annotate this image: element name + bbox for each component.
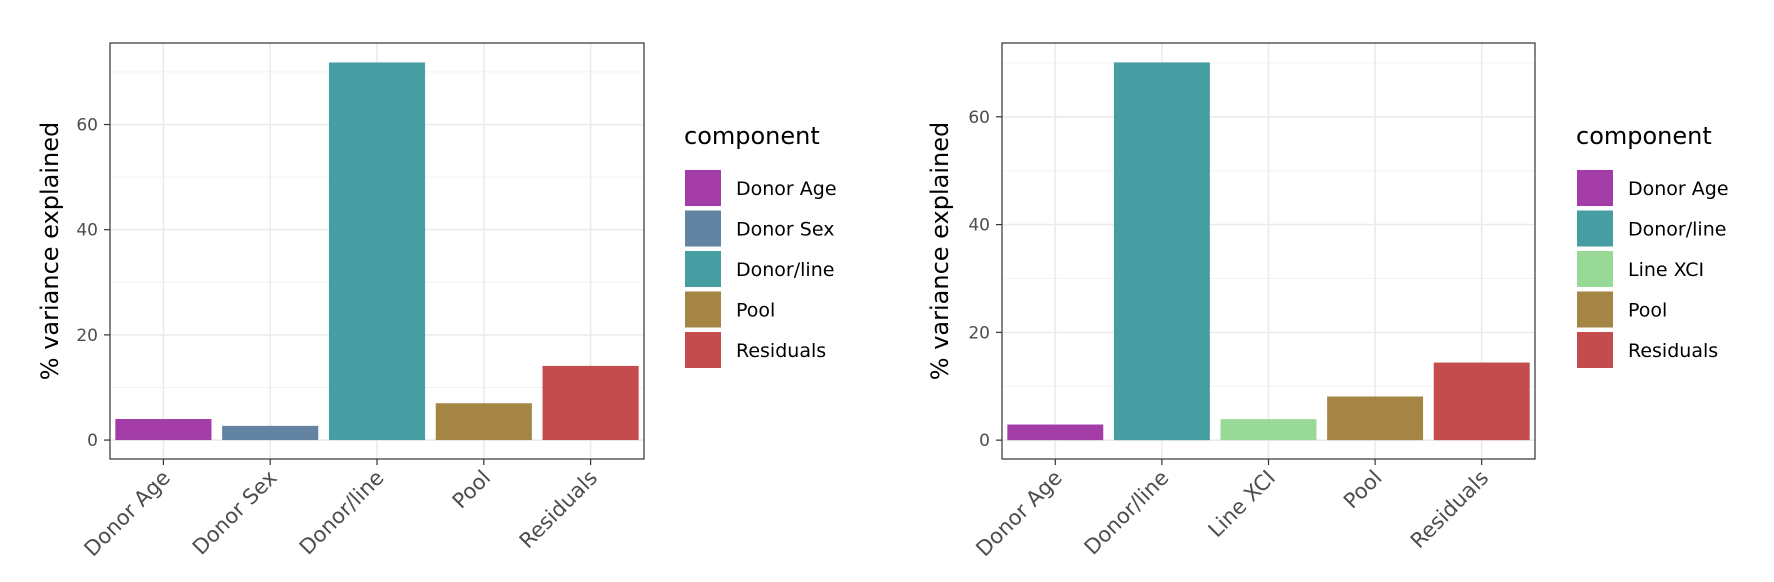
legend-label: Donor Age: [736, 178, 837, 200]
y-axis-title: % variance explained: [926, 122, 954, 380]
legend-swatch: [1577, 210, 1613, 247]
legend-title: component: [1576, 122, 1712, 150]
legend-label: Pool: [1628, 300, 1667, 322]
y-tick-label: 0: [979, 431, 990, 451]
x-tick-label: Donor/line: [1080, 466, 1174, 560]
legend-swatch: [685, 251, 721, 287]
bar-donor-age: [1007, 424, 1104, 441]
legend-label: Residuals: [1628, 340, 1718, 362]
x-tick-label: Donor Sex: [188, 466, 282, 560]
x-tick-label: Donor Age: [971, 466, 1067, 562]
legend: component Donor Age Donor/line Line XCI Pool…: [1576, 122, 1729, 368]
bar-donor-line: [1113, 62, 1210, 441]
legend-label: Residuals: [736, 340, 826, 362]
legend-swatch: [685, 210, 721, 247]
y-tick-label: 60: [968, 108, 990, 128]
legend-label: Line XCI: [1628, 259, 1704, 281]
legend-swatch: [685, 170, 721, 206]
y-tick-label: 40: [968, 216, 990, 236]
bar-residuals: [1433, 362, 1530, 441]
bar-donor-age: [115, 419, 212, 441]
legend-label: Donor/line: [736, 259, 834, 281]
bar-donor-line: [328, 62, 426, 441]
legend-swatch: [1577, 170, 1613, 206]
x-tick-label: Residuals: [1406, 466, 1493, 553]
y-tick-label: 20: [968, 323, 990, 343]
x-tick-label: Pool: [1339, 466, 1387, 514]
bar-pool: [435, 403, 532, 441]
legend: component Donor Age Donor Sex Donor/line Poo…: [684, 122, 837, 368]
x-tick-label: Line XCI: [1204, 466, 1280, 542]
y-tick-label: 0: [87, 431, 98, 451]
bar-line-xci: [1220, 419, 1317, 441]
legend-title: component: [684, 122, 820, 150]
legend-label: Donor Sex: [736, 219, 834, 241]
legend-label: Donor Age: [1628, 178, 1729, 200]
bar-residuals: [542, 365, 639, 441]
legend-swatch: [1577, 251, 1613, 287]
legend-label: Donor/line: [1628, 219, 1726, 241]
x-tick-label: Residuals: [515, 466, 602, 553]
x-tick-label: Pool: [448, 466, 496, 514]
legend-swatch: [1577, 332, 1613, 368]
legend-swatch: [1577, 291, 1613, 328]
y-tick-label: 40: [76, 221, 98, 241]
bar-pool: [1327, 396, 1424, 441]
y-tick-label: 60: [76, 116, 98, 136]
legend-swatch: [685, 332, 721, 368]
x-tick-label: Donor Age: [79, 466, 175, 562]
y-tick-label: 20: [76, 326, 98, 346]
legend-label: Pool: [736, 300, 775, 322]
x-tick-label: Donor/line: [295, 466, 389, 560]
y-axis-title: % variance explained: [36, 122, 64, 380]
legend-swatch: [685, 291, 721, 328]
bar-donor-sex: [222, 425, 319, 441]
